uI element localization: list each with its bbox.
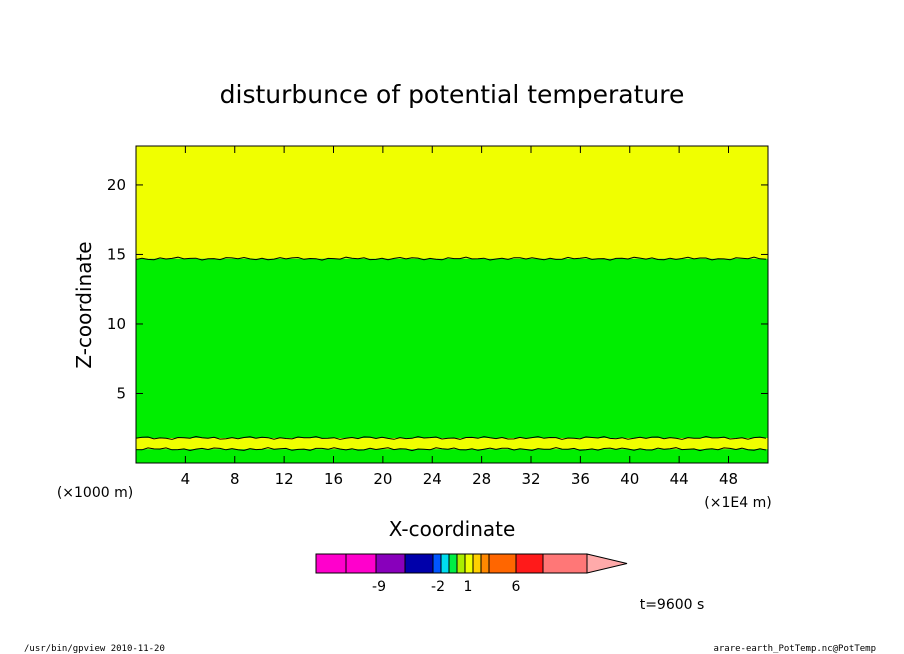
colorbar-cell-3 xyxy=(404,553,434,574)
plot-frame xyxy=(135,145,769,464)
x-tick-label: 36 xyxy=(571,470,590,488)
colorbar-cell-0 xyxy=(315,553,347,574)
chart-title: disturbunce of potential temperature xyxy=(220,80,685,109)
band-1 xyxy=(136,437,768,450)
colorbar-label: 6 xyxy=(512,579,521,595)
colorbar-cell-8 xyxy=(464,553,474,574)
contour-line-1 xyxy=(135,435,767,440)
colorbar-cell-2 xyxy=(375,553,406,574)
band-3 xyxy=(136,146,768,259)
colorbar-label: -2 xyxy=(431,579,445,595)
contour-line-2 xyxy=(135,256,767,261)
colorbar-cell-11 xyxy=(488,553,517,574)
x-tick-label: 24 xyxy=(423,470,442,488)
footer-right: arare-earth_PotTemp.nc@PotTemp xyxy=(713,644,876,654)
colorbar-arrow xyxy=(586,553,628,574)
footer-left: /usr/bin/gpview 2010-11-20 xyxy=(24,644,165,654)
x-tick-label: 12 xyxy=(275,470,294,488)
colorbar-label: -9 xyxy=(372,579,386,595)
x-tick-label: 40 xyxy=(620,470,639,488)
colorbar-cell-5 xyxy=(440,553,450,574)
x-tick-label: 28 xyxy=(472,470,491,488)
colorbar-cell-4 xyxy=(432,553,442,574)
y-tick-label: 5 xyxy=(116,384,126,402)
band-0 xyxy=(136,449,768,463)
band-2 xyxy=(136,258,768,438)
x-tick-label: 32 xyxy=(521,470,540,488)
plot-area xyxy=(135,145,769,464)
colorbar-cell-13 xyxy=(542,553,588,574)
x-tick-label: 8 xyxy=(230,470,240,488)
y-tick-label: 15 xyxy=(107,245,126,263)
colorbar-cell-1 xyxy=(345,553,377,574)
colorbar-cell-7 xyxy=(456,553,466,574)
x-tick-label: 48 xyxy=(719,470,738,488)
colorbar: -9 -2 1 6 xyxy=(315,553,628,595)
colorbar-cell-9 xyxy=(472,553,482,574)
colorbar-cell-6 xyxy=(448,553,458,574)
x-tick-label: 44 xyxy=(670,470,689,488)
colorbar-cell-12 xyxy=(515,553,544,574)
colorbar-cell-10 xyxy=(480,553,490,574)
x-tick-label: 16 xyxy=(324,470,343,488)
x-tick-label: 20 xyxy=(373,470,392,488)
y-unit-label: (×1000 m) xyxy=(57,485,133,501)
x-axis-label: X-coordinate xyxy=(389,517,516,541)
y-tick-label: 20 xyxy=(107,176,126,194)
y-tick-label: 10 xyxy=(107,315,126,333)
colorbar-label: 1 xyxy=(464,579,473,595)
y-axis-label: Z-coordinate xyxy=(72,241,96,368)
x-unit-label: (×1E4 m) xyxy=(704,495,771,511)
contour-line-0 xyxy=(135,447,767,452)
time-label: t=9600 s xyxy=(640,597,705,613)
x-tick-label: 4 xyxy=(181,470,191,488)
